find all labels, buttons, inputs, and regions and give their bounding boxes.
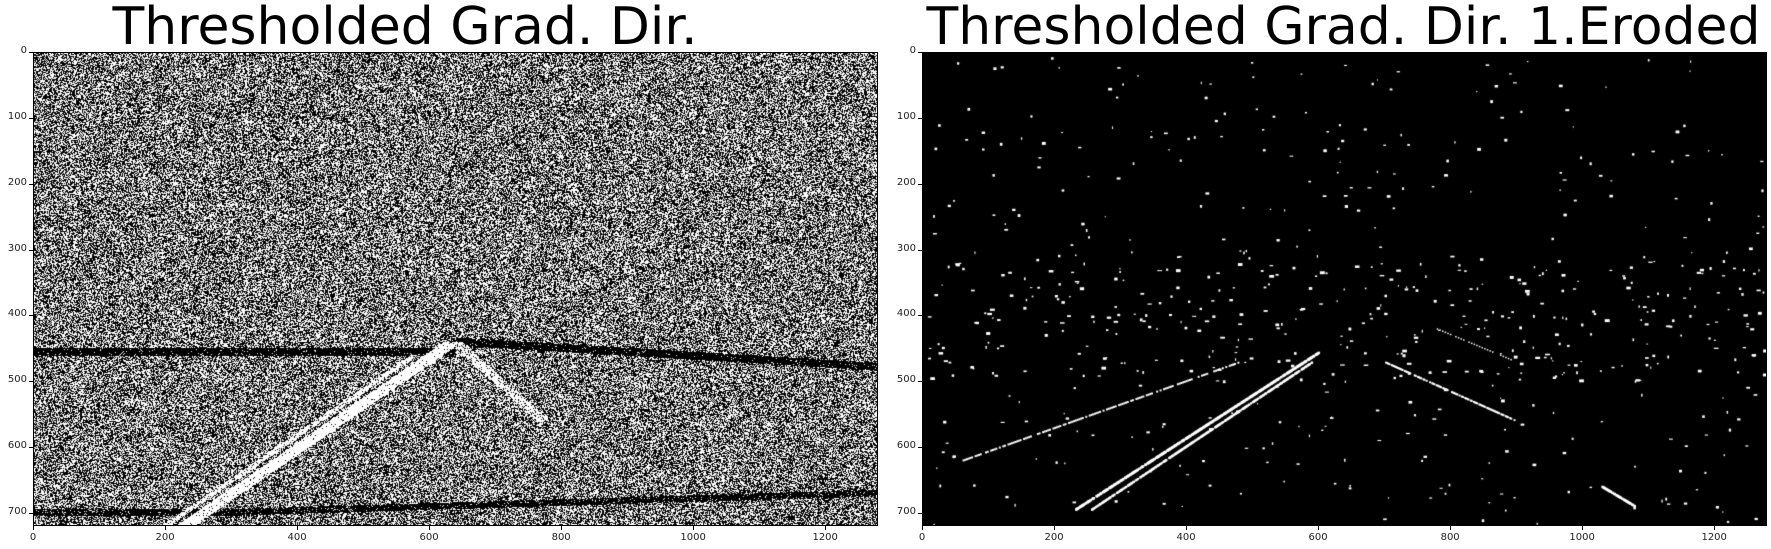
x-tick-label: 1000 bbox=[680, 532, 706, 543]
y-tick-label: 0 bbox=[20, 45, 27, 56]
x-tick-mark bbox=[165, 526, 167, 530]
y-tick-label: 500 bbox=[896, 374, 916, 386]
x-tick-label: 600 bbox=[419, 532, 439, 543]
y-tick-label: 700 bbox=[896, 505, 916, 517]
y-tick-label: 600 bbox=[896, 440, 916, 451]
y-tick-mark bbox=[29, 52, 33, 53]
y-tick-mark bbox=[918, 183, 922, 185]
left-panel: Thresholded Grad. Dir. 0 100 200 300 400 500 6… bbox=[0, 0, 885, 549]
y-tick-mark bbox=[918, 52, 922, 53]
y-tick-label: 400 bbox=[7, 308, 27, 320]
left-panel-title: Thresholded Grad. Dir. bbox=[112, 0, 698, 57]
y-tick-mark bbox=[918, 117, 922, 119]
y-tick-mark bbox=[29, 183, 33, 185]
y-tick-label: 100 bbox=[7, 110, 27, 122]
x-tick-label: 800 bbox=[1440, 532, 1460, 543]
y-tick-label: 0 bbox=[909, 45, 916, 56]
x-tick-label: 600 bbox=[1308, 532, 1328, 543]
x-tick-label: 0 bbox=[918, 532, 926, 543]
y-tick-mark bbox=[29, 117, 33, 119]
thresholded-direction-image bbox=[34, 53, 877, 525]
right-panel: Thresholded Grad. Dir. 1.Eroded 0 100 200 3… bbox=[885, 0, 1771, 549]
y-tick-label: 500 bbox=[7, 374, 27, 386]
y-tick-label: 400 bbox=[896, 308, 916, 320]
x-tick-mark bbox=[297, 526, 299, 530]
x-tick-mark bbox=[922, 526, 923, 530]
y-tick-label: 200 bbox=[7, 176, 27, 188]
x-tick-mark bbox=[1714, 526, 1716, 530]
x-tick-mark bbox=[33, 526, 34, 530]
x-tick-label: 0 bbox=[29, 532, 37, 543]
x-tick-label: 1000 bbox=[1569, 532, 1595, 543]
x-tick-label: 400 bbox=[287, 532, 307, 543]
y-tick-mark bbox=[29, 315, 33, 317]
y-tick-mark bbox=[918, 381, 922, 383]
y-tick-mark bbox=[29, 447, 33, 448]
x-tick-mark bbox=[561, 526, 563, 530]
y-tick-label: 700 bbox=[7, 505, 27, 517]
x-tick-label: 400 bbox=[1176, 532, 1196, 543]
y-tick-mark bbox=[29, 249, 33, 251]
x-tick-mark bbox=[825, 526, 827, 530]
right-image-plot bbox=[922, 52, 1767, 526]
x-tick-mark bbox=[1054, 526, 1056, 530]
x-tick-mark bbox=[429, 526, 431, 530]
y-tick-label: 100 bbox=[896, 110, 916, 122]
x-tick-label: 200 bbox=[1044, 532, 1064, 543]
y-tick-mark bbox=[918, 249, 922, 251]
x-tick-mark bbox=[693, 526, 695, 530]
y-tick-mark bbox=[29, 381, 33, 383]
x-tick-mark bbox=[1186, 526, 1188, 530]
x-tick-label: 1200 bbox=[812, 532, 838, 543]
y-tick-mark bbox=[918, 447, 922, 448]
x-tick-mark bbox=[1450, 526, 1452, 530]
y-tick-mark bbox=[918, 315, 922, 317]
x-tick-mark bbox=[1318, 526, 1320, 530]
y-tick-label: 300 bbox=[896, 242, 916, 254]
y-tick-mark bbox=[29, 512, 33, 514]
right-panel-title: Thresholded Grad. Dir. 1.Eroded bbox=[926, 0, 1761, 57]
y-tick-label: 200 bbox=[896, 176, 916, 188]
y-tick-label: 300 bbox=[7, 242, 27, 254]
x-tick-mark bbox=[1582, 526, 1584, 530]
y-tick-label: 600 bbox=[7, 440, 27, 451]
left-image-plot bbox=[33, 52, 878, 526]
x-tick-label: 200 bbox=[155, 532, 175, 543]
x-tick-label: 1200 bbox=[1701, 532, 1727, 543]
x-tick-label: 800 bbox=[551, 532, 571, 543]
eroded-direction-image bbox=[923, 53, 1766, 525]
y-tick-mark bbox=[918, 512, 922, 514]
